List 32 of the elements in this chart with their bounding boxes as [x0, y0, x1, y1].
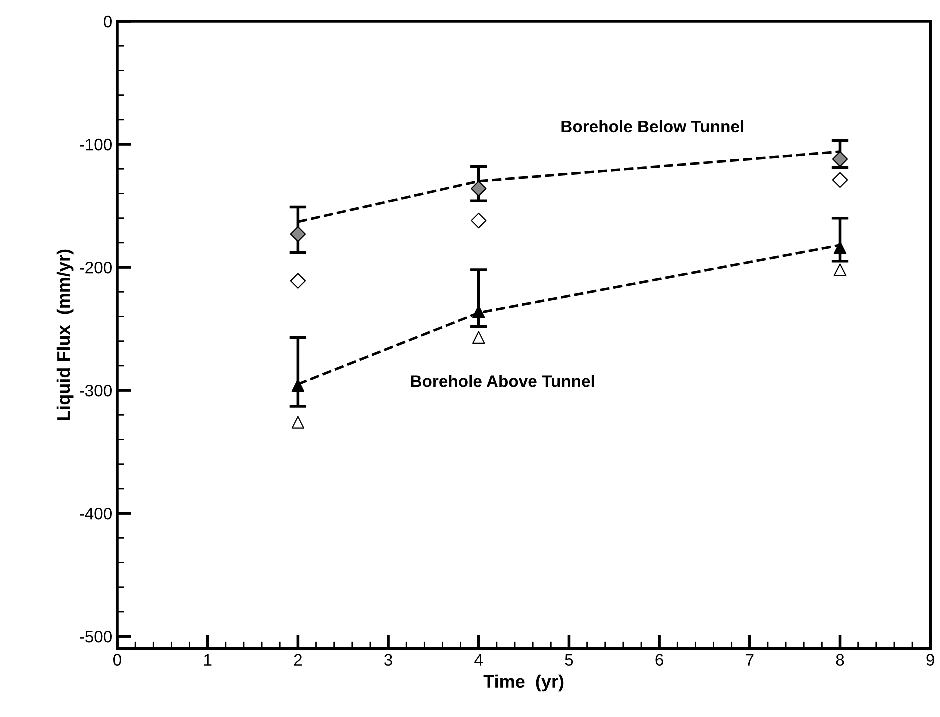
- y-axis-title: Liquid Flux (mm/yr): [56, 250, 74, 420]
- y-tick-label: -500: [80, 630, 112, 643]
- point: [292, 416, 305, 429]
- y-tick-label: -200: [80, 262, 112, 274]
- point: [292, 379, 305, 392]
- x-axis-title: Time (yr): [484, 674, 564, 692]
- y-tick-label: 0: [104, 16, 112, 28]
- x-tick-label: 8: [836, 654, 844, 666]
- y-tick-label: -100: [80, 138, 112, 151]
- x-tick-label: 7: [746, 654, 754, 666]
- x-tick-label: 2: [294, 654, 302, 666]
- y-tick-label: -300: [80, 384, 112, 397]
- annotation: Borehole Above Tunnel: [411, 375, 594, 388]
- point: [290, 226, 306, 242]
- x-tick-label: 6: [656, 654, 664, 666]
- y-tick-label: -400: [80, 508, 112, 520]
- point: [832, 151, 848, 168]
- x-tick-label: 1: [204, 654, 212, 666]
- point: [832, 172, 848, 188]
- x-tick-label: 4: [474, 654, 484, 666]
- x-tick-label: 5: [565, 654, 574, 666]
- point: [471, 212, 487, 229]
- x-tick-label: 0: [114, 654, 122, 666]
- x-tick-label: 9: [926, 654, 934, 666]
- point: [834, 264, 847, 276]
- point: [472, 305, 486, 318]
- point: [834, 241, 847, 254]
- annotation: Borehole Below Tunnel: [562, 120, 744, 133]
- point: [472, 331, 486, 344]
- point: [471, 180, 487, 197]
- x-tick-label: 3: [384, 654, 392, 666]
- point: [290, 273, 306, 289]
